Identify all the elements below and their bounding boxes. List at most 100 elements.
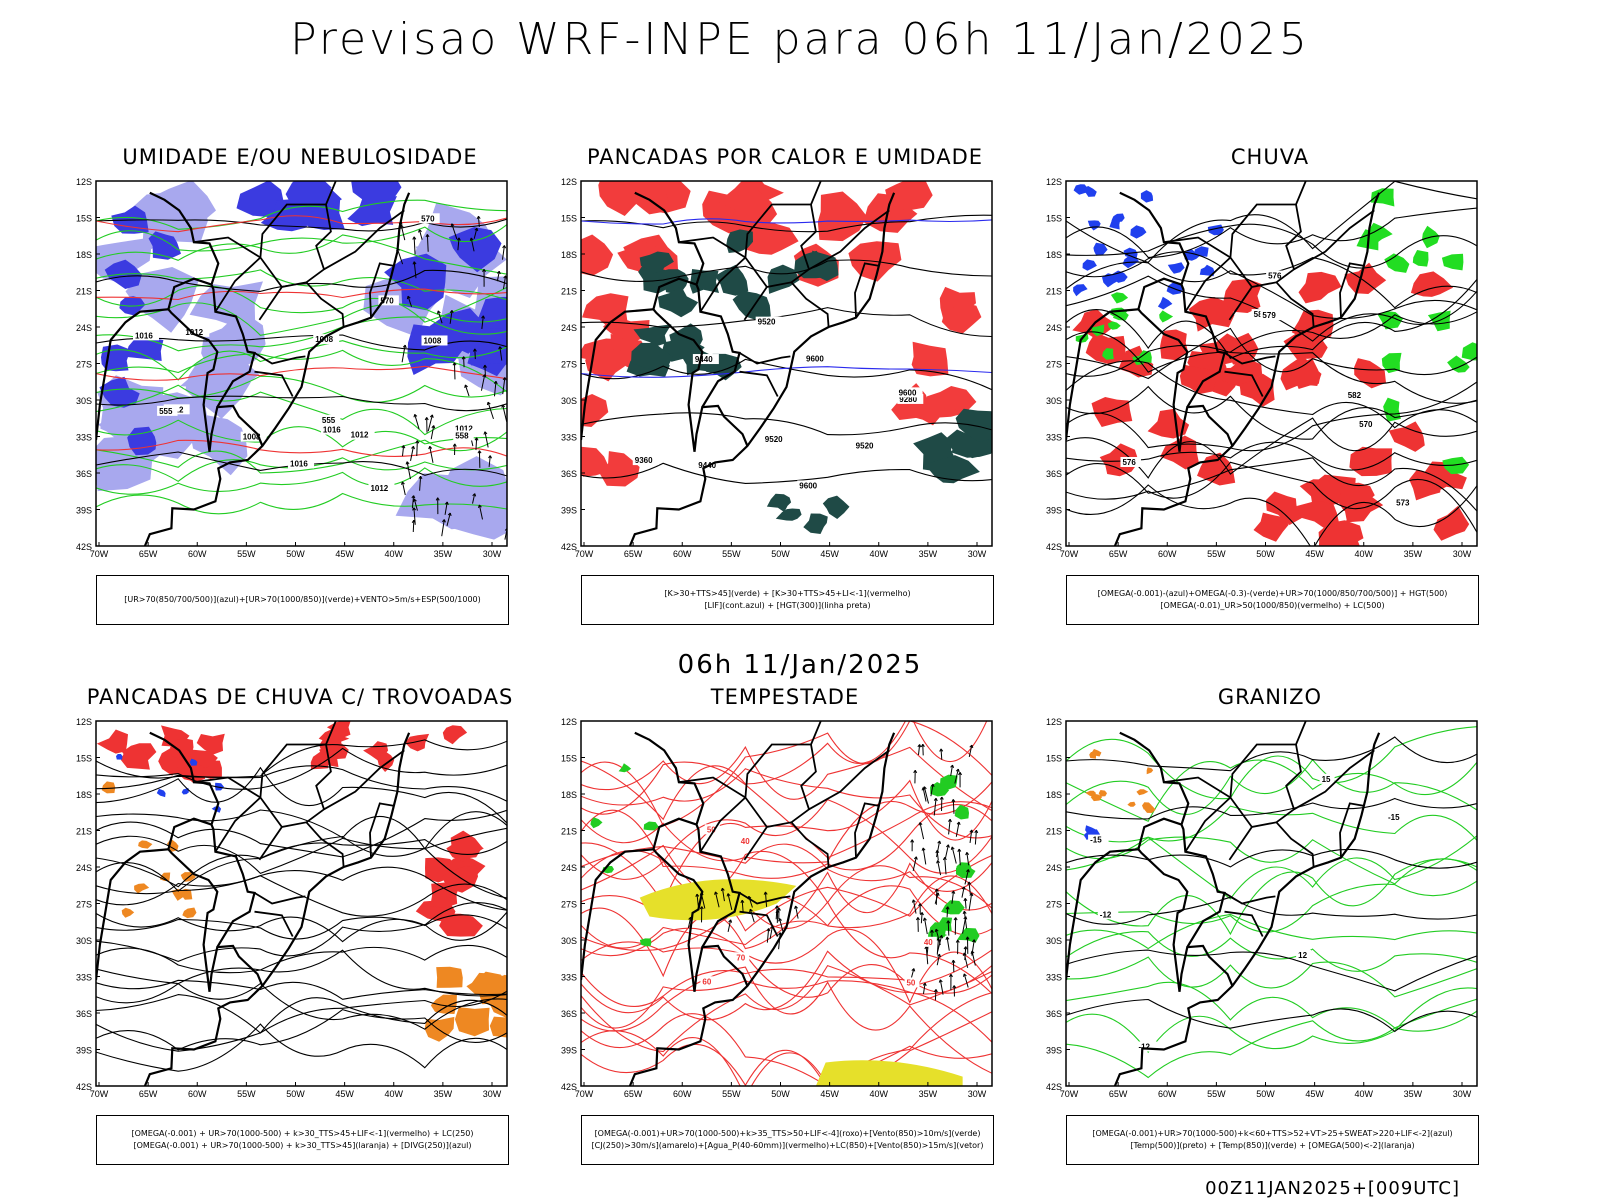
lon-tick-label: 40W: [869, 549, 888, 559]
humidity-area-strong: [236, 181, 286, 217]
lon-tick-label: 45W: [335, 549, 354, 559]
weak-omega-area: [1130, 225, 1147, 239]
lat-tick-label: 27S: [1046, 900, 1062, 910]
lon-tick-label: 70W: [90, 549, 109, 559]
wind-vector: [446, 512, 451, 526]
wind-vector-head: [918, 822, 923, 826]
showers-area: [430, 994, 457, 1014]
temp850-contour: [1066, 1010, 1477, 1079]
lon-tick-label: 35W: [919, 1089, 938, 1099]
panel-title: TEMPESTADE: [710, 685, 860, 709]
wind-vector-head: [488, 455, 493, 459]
border-line: [208, 404, 264, 452]
divergence-area: [215, 782, 224, 791]
wind-vector: [473, 227, 478, 239]
thickness-contour: [96, 365, 507, 381]
contour-label: 579: [1262, 311, 1276, 320]
pressure-contour: [96, 395, 507, 412]
rain-area: [1349, 446, 1393, 477]
border-line: [1339, 802, 1364, 858]
strong-wind-area: [954, 804, 969, 820]
wind-vector: [437, 310, 443, 324]
wind-vector-head: [472, 348, 477, 352]
lat-tick-label: 21S: [561, 827, 577, 837]
weak-omega-area: [1073, 184, 1088, 195]
contour-label-bg: [762, 434, 789, 445]
wind-vector-head: [418, 229, 422, 233]
contour-label-bg: [896, 387, 923, 398]
border-line: [254, 352, 306, 365]
lon-tick-label: 30W: [1453, 1089, 1472, 1099]
storm-area: [318, 728, 350, 746]
rain-area: [1433, 505, 1470, 541]
border-line: [739, 370, 779, 397]
contour-label-bg: [1394, 497, 1415, 508]
map-hail[interactable]: -12 -12 -15 -15 15 12 12S 15S 18S 21S 24S 27S 30S 33S…: [1025, 713, 1525, 1133]
wind-vector: [775, 905, 778, 920]
contour-label-bg: [1088, 834, 1109, 845]
wind-vector-head: [937, 840, 942, 844]
panel-thunderstorms: PANCADAS DE CHUVA C/ TROVOADAS 12S 15S 18S…: [55, 685, 555, 1175]
contour-label-bg: [1357, 418, 1378, 429]
lon-tick-label: 70W: [90, 1089, 109, 1099]
omega-area: [1090, 793, 1103, 802]
lon-tick-label: 65W: [1109, 549, 1128, 559]
low-humidity-contour: [96, 340, 507, 381]
geopotential-contour: [1066, 461, 1477, 533]
map-content: 1012100810161012100810121012100810161012…: [96, 181, 507, 546]
lat-tick-label: 42S: [561, 1082, 577, 1092]
border-line: [1184, 796, 1232, 853]
map-rain[interactable]: 58258257657357057657912S15S18S21S24S27S3…: [1025, 173, 1525, 593]
showers-area: [138, 840, 153, 849]
low-humidity-contour: [96, 316, 507, 352]
precip-water-contour: [581, 1011, 992, 1086]
legend-line: [LIF](cont.azul) + [HGT(300)](linha pret…: [704, 601, 871, 610]
wind-vector-head: [412, 498, 417, 503]
wind-vector-head: [486, 401, 491, 406]
precip-water-contour: [581, 964, 992, 1053]
contour-label: 573: [1396, 498, 1410, 507]
wind-vector-head: [951, 799, 956, 803]
humidity-area-strong: [99, 376, 140, 408]
lat-tick-label: 15S: [76, 214, 92, 224]
legend-box: [OMEGA(-0.001)+UR>70(1000-500)+k<60+TTS>…: [1066, 1115, 1479, 1165]
rain-area: [1354, 358, 1386, 389]
wind-vector-head: [402, 344, 407, 349]
legend-box: [UR>70(850/700/500)](azul)+[UR>70(1000/8…: [96, 575, 509, 625]
pressure-contour: [96, 334, 507, 351]
map-heat-showers[interactable]: 9600960095209520944094409360928095209600…: [540, 173, 1040, 593]
wind-vector-head: [481, 315, 486, 319]
wind-vector: [484, 365, 486, 377]
legend-box: [OMEGA(-0.001) + UR>70(1000-500) + k>30_…: [96, 1115, 509, 1165]
wind-vector: [930, 783, 934, 797]
wind-vector-head: [922, 917, 927, 921]
map-humidity[interactable]: 1012100810161012100810121012100810161012…: [55, 173, 555, 593]
contour-label: 582: [1348, 391, 1362, 400]
contour-label: 1016: [323, 426, 341, 435]
temp850-contour: [1066, 858, 1477, 936]
precip-water-contour: [581, 980, 992, 1043]
streamline: [96, 982, 507, 1030]
wind-vector-head: [956, 821, 961, 825]
strong-omega-area: [1384, 253, 1410, 273]
contour-label: 9520: [758, 318, 776, 327]
lon-tick-label: 70W: [575, 549, 594, 559]
contour-label: 9600: [799, 481, 817, 490]
streamline: [96, 809, 507, 858]
wind-vector-head: [966, 869, 970, 873]
map-content: 70 60 50 40 50 40: [581, 721, 992, 1086]
contour-label: 1012: [455, 424, 473, 433]
wind-vector-head: [413, 413, 418, 418]
wind-vector: [961, 886, 965, 898]
wind-vector: [969, 829, 973, 844]
contour-label: 60: [702, 977, 711, 986]
precip-water-contour: [581, 745, 992, 812]
border-line: [1137, 817, 1182, 850]
wind-vector-head: [450, 223, 455, 227]
coastline: [1113, 192, 1381, 546]
contour-label: 9520: [856, 442, 874, 451]
strong-omega-area: [1139, 350, 1152, 363]
map-tempest[interactable]: 70 60 50 40 50 40 12S 15S 18S 21S 24S 27S 30S 33S 36S 3…: [540, 713, 1040, 1133]
wind-vector: [413, 236, 416, 255]
